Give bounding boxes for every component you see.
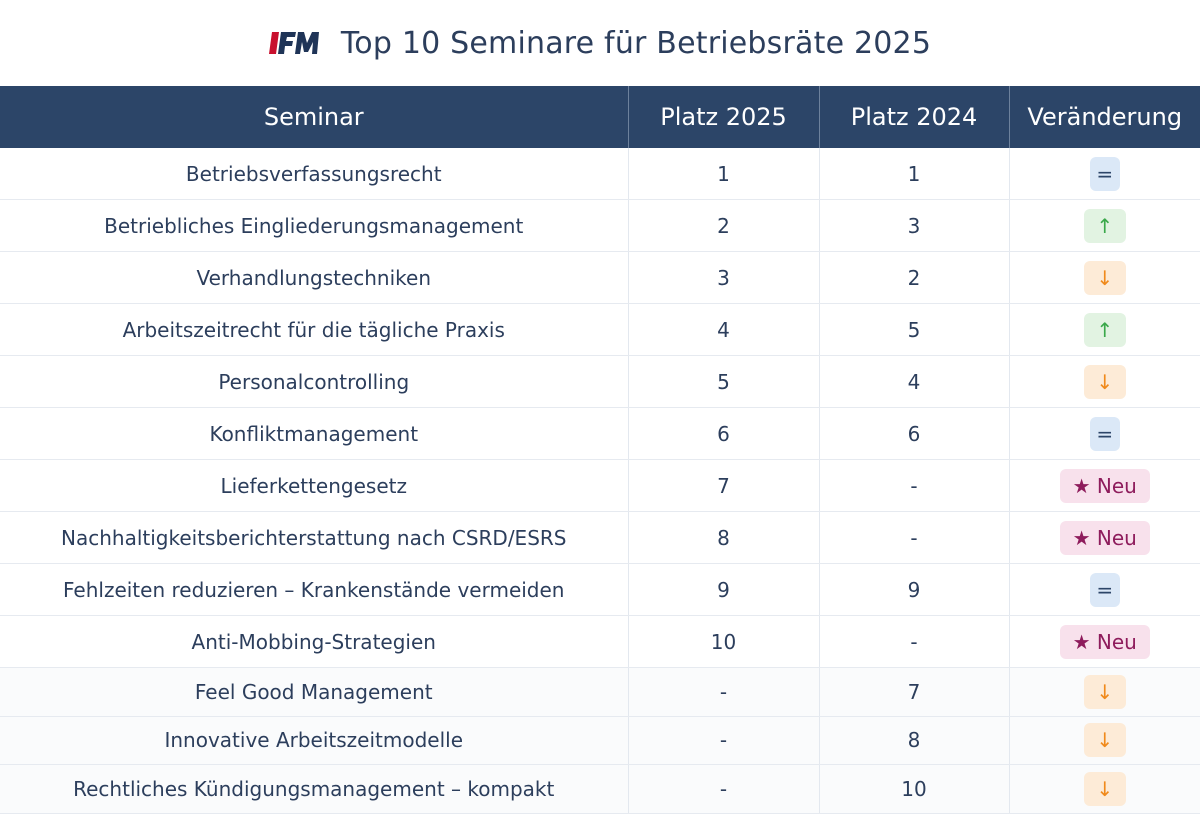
change-cell: ↓ bbox=[1009, 765, 1200, 814]
table-row: Arbeitszeitrecht für die tägliche Praxis… bbox=[0, 304, 1200, 356]
platz-2025-cell: 5 bbox=[628, 356, 819, 408]
table-row: Konfliktmanagement 6 6 = bbox=[0, 408, 1200, 460]
seminar-cell: Betriebliches Eingliederungsmanagement bbox=[0, 200, 628, 252]
unchanged-badge: = bbox=[1090, 157, 1120, 191]
column-header-platz-2025: Platz 2025 bbox=[628, 86, 819, 148]
new-star-badge: ★ Neu bbox=[1060, 625, 1150, 659]
change-cell: ↑ bbox=[1009, 200, 1200, 252]
platz-2024-cell: 4 bbox=[819, 356, 1009, 408]
change-cell: ↓ bbox=[1009, 668, 1200, 717]
platz-2025-cell: 7 bbox=[628, 460, 819, 512]
table-row: Betriebliches Eingliederungsmanagement 2 3… bbox=[0, 200, 1200, 252]
platz-2025-cell: 9 bbox=[628, 564, 819, 616]
platz-2025-cell: 4 bbox=[628, 304, 819, 356]
platz-2024-cell: 2 bbox=[819, 252, 1009, 304]
table-row: Verhandlungstechniken 3 2 ↓ bbox=[0, 252, 1200, 304]
table-row: Lieferkettengesetz 7- ★ Neu bbox=[0, 460, 1200, 512]
platz-2024-cell: - bbox=[819, 616, 1009, 668]
title-bar: Top 10 Seminare für Betriebsräte 2025 bbox=[0, 0, 1200, 86]
platz-2025-cell: 10 bbox=[628, 616, 819, 668]
platz-2024-cell: 8 bbox=[819, 716, 1009, 765]
arrow-down-icon: ↓ bbox=[1084, 723, 1126, 757]
column-header-platz-2024: Platz 2024 bbox=[819, 86, 1009, 148]
seminar-cell: Rechtliches Kündigungsmanagement – kompa… bbox=[0, 765, 628, 814]
seminar-cell: Personalcontrolling bbox=[0, 356, 628, 408]
new-star-badge: ★ Neu bbox=[1060, 469, 1150, 503]
platz-2025-cell: 3 bbox=[628, 252, 819, 304]
platz-2025-cell: 2 bbox=[628, 200, 819, 252]
column-header-seminar: Seminar bbox=[0, 86, 628, 148]
table-row: Anti-Mobbing-Strategien 10- ★ Neu bbox=[0, 616, 1200, 668]
table-body: Betriebsverfassungsrecht 1 1 = Betriebliches… bbox=[0, 148, 1200, 813]
new-star-badge: ★ Neu bbox=[1060, 521, 1150, 555]
seminar-cell: Konfliktmanagement bbox=[0, 408, 628, 460]
change-cell: = bbox=[1009, 408, 1200, 460]
seminar-cell: Betriebsverfassungsrecht bbox=[0, 148, 628, 200]
platz-2025-cell: - bbox=[628, 668, 819, 717]
change-cell: ★ Neu bbox=[1009, 512, 1200, 564]
seminar-cell: Verhandlungstechniken bbox=[0, 252, 628, 304]
change-cell: ↑ bbox=[1009, 304, 1200, 356]
platz-2024-cell: 5 bbox=[819, 304, 1009, 356]
table-row: Innovative Arbeitszeitmodelle -8 ↓ bbox=[0, 716, 1200, 765]
table-row: Feel Good Management -7 ↓ bbox=[0, 668, 1200, 717]
seminar-cell: Feel Good Management bbox=[0, 668, 628, 717]
arrow-down-icon: ↓ bbox=[1084, 675, 1126, 709]
page-title: Top 10 Seminare für Betriebsräte 2025 bbox=[341, 26, 931, 61]
arrow-down-icon: ↓ bbox=[1084, 261, 1126, 295]
change-cell: = bbox=[1009, 148, 1200, 200]
change-cell: ★ Neu bbox=[1009, 616, 1200, 668]
change-cell: ★ Neu bbox=[1009, 460, 1200, 512]
column-header-veraenderung: Veränderung bbox=[1009, 86, 1200, 148]
table-row: Rechtliches Kündigungsmanagement – kompa… bbox=[0, 765, 1200, 814]
platz-2025-cell: 8 bbox=[628, 512, 819, 564]
platz-2024-cell: - bbox=[819, 460, 1009, 512]
seminar-cell: Lieferkettengesetz bbox=[0, 460, 628, 512]
unchanged-badge: = bbox=[1090, 417, 1120, 451]
table-header-row: Seminar Platz 2025 Platz 2024 Veränderun… bbox=[0, 86, 1200, 148]
platz-2024-cell: 7 bbox=[819, 668, 1009, 717]
unchanged-badge: = bbox=[1090, 573, 1120, 607]
platz-2024-cell: 1 bbox=[819, 148, 1009, 200]
seminar-cell: Anti-Mobbing-Strategien bbox=[0, 616, 628, 668]
arrow-up-icon: ↑ bbox=[1084, 209, 1126, 243]
change-cell: ↓ bbox=[1009, 252, 1200, 304]
arrow-down-icon: ↓ bbox=[1084, 772, 1126, 806]
platz-2024-cell: 10 bbox=[819, 765, 1009, 814]
change-cell: ↓ bbox=[1009, 716, 1200, 765]
platz-2025-cell: - bbox=[628, 765, 819, 814]
table-row: Personalcontrolling 5 4 ↓ bbox=[0, 356, 1200, 408]
platz-2024-cell: 6 bbox=[819, 408, 1009, 460]
ifm-logo bbox=[269, 30, 319, 56]
table-row: Fehlzeiten reduzieren – Krankenstände ve… bbox=[0, 564, 1200, 616]
change-cell: = bbox=[1009, 564, 1200, 616]
platz-2025-cell: 6 bbox=[628, 408, 819, 460]
platz-2025-cell: - bbox=[628, 716, 819, 765]
seminar-table: Seminar Platz 2025 Platz 2024 Veränderun… bbox=[0, 86, 1200, 814]
seminar-cell: Nachhaltigkeitsberichterstattung nach CS… bbox=[0, 512, 628, 564]
platz-2024-cell: - bbox=[819, 512, 1009, 564]
platz-2024-cell: 9 bbox=[819, 564, 1009, 616]
arrow-up-icon: ↑ bbox=[1084, 313, 1126, 347]
table-row: Nachhaltigkeitsberichterstattung nach CS… bbox=[0, 512, 1200, 564]
seminar-cell: Innovative Arbeitszeitmodelle bbox=[0, 716, 628, 765]
seminar-cell: Fehlzeiten reduzieren – Krankenstände ve… bbox=[0, 564, 628, 616]
change-cell: ↓ bbox=[1009, 356, 1200, 408]
table-row: Betriebsverfassungsrecht 1 1 = bbox=[0, 148, 1200, 200]
platz-2024-cell: 3 bbox=[819, 200, 1009, 252]
seminar-cell: Arbeitszeitrecht für die tägliche Praxis bbox=[0, 304, 628, 356]
arrow-down-icon: ↓ bbox=[1084, 365, 1126, 399]
platz-2025-cell: 1 bbox=[628, 148, 819, 200]
